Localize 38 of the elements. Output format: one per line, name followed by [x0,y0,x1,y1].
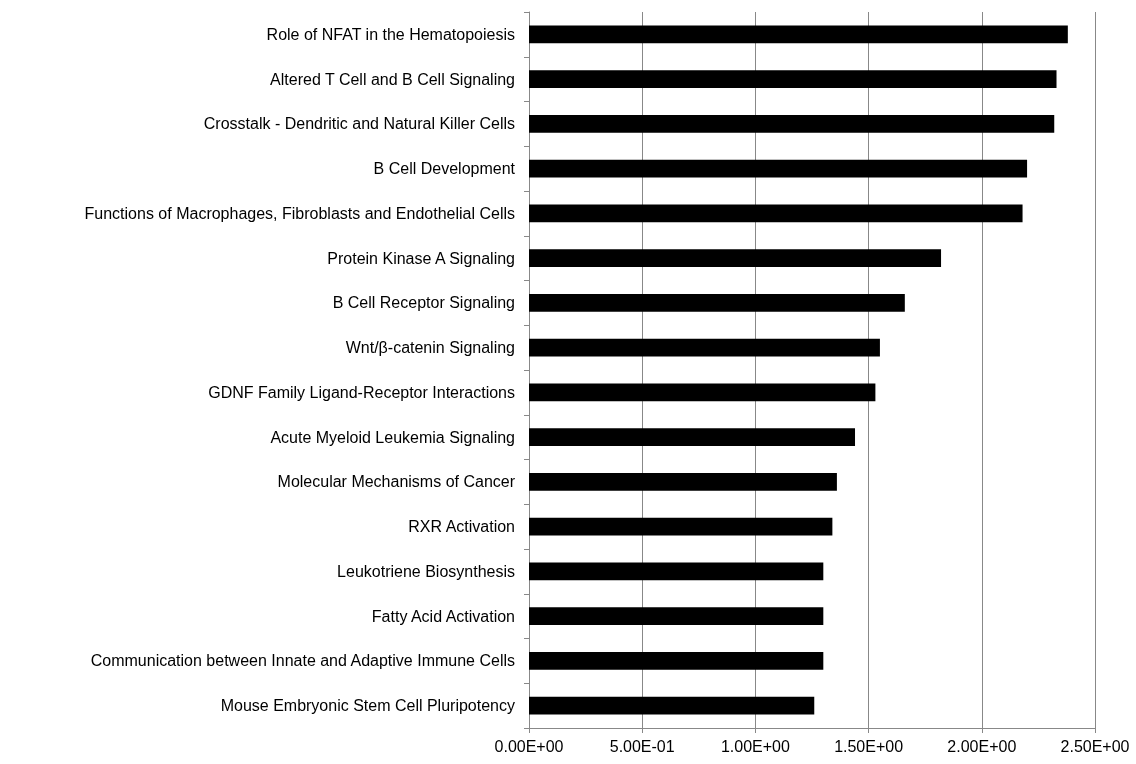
bar [529,651,824,670]
bar [529,472,837,491]
bar [529,159,1028,178]
bar [529,293,905,312]
bar [529,562,824,581]
y-tick-label: B Cell Development [373,160,516,178]
y-tick-label: Crosstalk - Dendritic and Natural Killer Cells [203,115,515,133]
y-tick-label: Acute Myeloid Leukemia Signaling [270,428,515,446]
bar [529,204,1023,223]
x-tick-label: 2.00E+00 [947,737,1017,755]
y-tick-label: GDNF Family Ligand-Receptor Interactions [208,383,515,401]
x-tick-label: 0.00E+00 [494,737,564,755]
y-tick-label: Functions of Macrophages, Fibroblasts and Endothelial Cells [84,204,515,222]
x-tick-label: 1.00E+00 [720,737,790,755]
y-tick-label: Role of NFAT in the Hematopoiesis [266,25,515,43]
y-tick-label: Leukotriene Biosynthesis [337,562,515,580]
bar [529,338,880,357]
bar [529,25,1068,44]
bar [529,249,942,268]
bar [529,428,856,447]
bar [529,383,876,402]
y-tick-label: Altered T Cell and B Cell Signaling [270,70,515,88]
bar [529,607,824,626]
y-tick-label: B Cell Receptor Signaling [332,294,515,312]
x-tick-label: 2.50E+00 [1060,737,1130,755]
x-tick-label: 5.00E-01 [609,737,675,755]
bar [529,70,1057,89]
bar [529,114,1055,133]
bar [529,517,833,536]
x-tick-label: 1.50E+00 [834,737,904,755]
y-tick-label: Wnt/β-catenin Signaling [345,339,515,357]
y-tick-label: Molecular Mechanisms of Cancer [277,473,516,491]
y-tick-label: Communication between Innate and Adaptive Immune Cells [90,652,515,670]
bar [529,696,815,715]
y-tick-label: Mouse Embryonic Stem Cell Pluripotency [220,697,515,715]
y-tick-label: Protein Kinase A Signaling [327,249,515,267]
y-tick-label: RXR Activation [408,518,515,536]
y-tick-label: Fatty Acid Activation [371,607,515,625]
